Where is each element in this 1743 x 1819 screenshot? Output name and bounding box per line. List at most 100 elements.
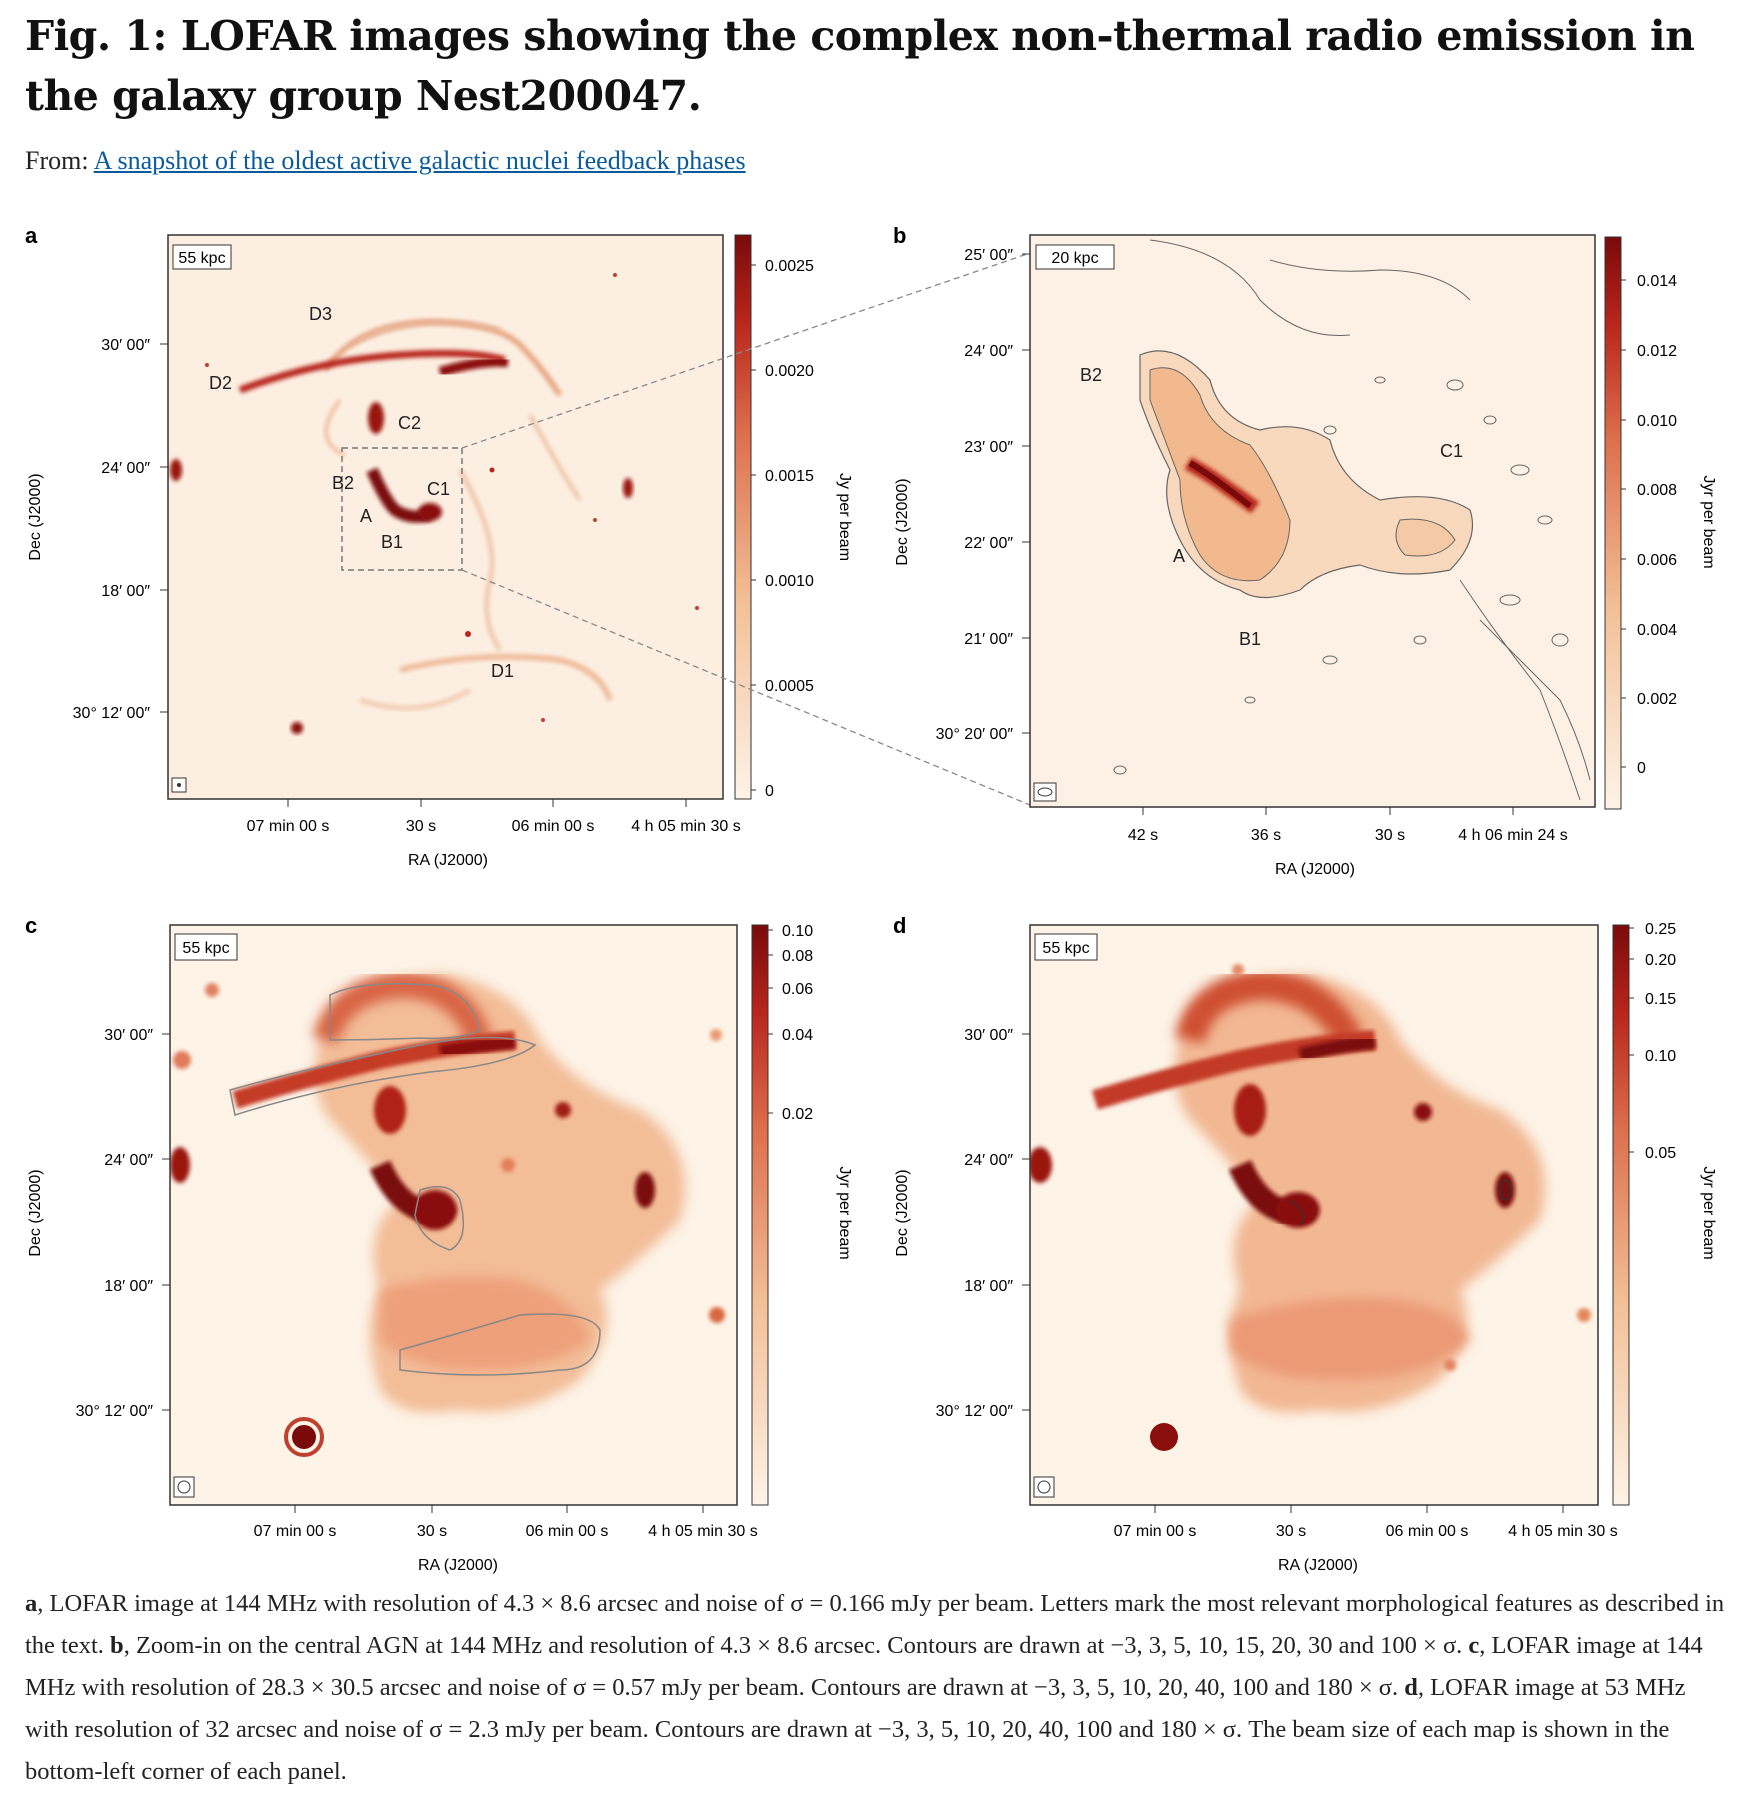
- panel-b-xtick: 4 h 06 min 24 s: [1458, 827, 1567, 844]
- panel-b-xtick: 36 s: [1251, 827, 1281, 844]
- panel-d-xtick: 06 min 00 s: [1386, 1523, 1469, 1540]
- panel-a-colorbar: [734, 234, 752, 800]
- panel-b-xtick: 30 s: [1375, 827, 1405, 844]
- from-label: From:: [25, 146, 89, 175]
- panel-b: b: [893, 223, 1717, 878]
- panel-c-xlabel: RA (J2000): [418, 1557, 498, 1574]
- caption-d-text: , LOFAR image at 53 MHz with resolution …: [25, 1674, 1686, 1785]
- panel-d-beam-icon: [1037, 1480, 1051, 1494]
- panel-b-feature: B1: [1239, 629, 1261, 649]
- caption-d-letter: d: [1404, 1674, 1418, 1701]
- panel-c-cbar-tick: 0.06: [782, 981, 813, 998]
- panel-d-scale-label: 55 kpc: [1042, 940, 1089, 957]
- panel-b-letter: b: [893, 223, 906, 248]
- panel-c-beam-icon: [177, 1480, 191, 1494]
- panel-d-xlabel: RA (J2000): [1278, 1557, 1358, 1574]
- panel-c-cbar-tick: 0.04: [782, 1027, 813, 1044]
- panel-b-cbar-tick: 0.012: [1637, 343, 1677, 360]
- panel-b-ytick: 23′ 00″: [964, 439, 1013, 456]
- panel-d-cbar-tick: 0.25: [1645, 921, 1676, 938]
- panel-d-xtick: 30 s: [1276, 1523, 1306, 1540]
- panel-a-ylabel: Dec (J2000): [27, 473, 44, 560]
- panel-b-cbar-tick: 0.002: [1637, 691, 1677, 708]
- panel-a: a: [25, 223, 853, 869]
- panel-a-cbar-tick: 0: [765, 783, 774, 800]
- panel-a-cbar-tick: 0.0005: [765, 678, 814, 695]
- panel-a-beam-icon: [177, 783, 181, 787]
- panel-d-xtick: 4 h 05 min 30 s: [1508, 1523, 1617, 1540]
- panel-a-xtick: 06 min 00 s: [512, 818, 595, 835]
- panel-a-xtick: 07 min 00 s: [247, 818, 330, 835]
- figure-caption: a, LOFAR image at 144 MHz with resolutio…: [25, 1583, 1725, 1793]
- panel-c-scale-label: 55 kpc: [182, 940, 229, 957]
- panel-d-xtick: 07 min 00 s: [1114, 1523, 1197, 1540]
- panel-d-colorbar-label: Jyr per beam: [1700, 1166, 1717, 1259]
- panel-a-xtick: 30 s: [406, 818, 436, 835]
- panel-c-xtick: 30 s: [417, 1523, 447, 1540]
- panel-a-feature: D3: [309, 304, 332, 324]
- panel-a-cbar-tick: 0.0010: [765, 573, 814, 590]
- panel-b-ytick: 25′ 00″: [964, 247, 1013, 264]
- panel-d-cbar-tick: 0.05: [1645, 1145, 1676, 1162]
- panel-b-colorbar-label: Jyr per beam: [1700, 475, 1717, 568]
- panel-b-cbar-tick: 0: [1637, 760, 1646, 777]
- panel-c-ytick: 30° 12′ 00″: [76, 1403, 154, 1420]
- panel-d-ytick: 18′ 00″: [964, 1278, 1013, 1295]
- panel-d-colorbar: [1612, 924, 1630, 1506]
- panel-d-ytick: 24′ 00″: [964, 1152, 1013, 1169]
- panel-a-cbar-tick: 0.0020: [765, 363, 814, 380]
- panel-b-feature: A: [1173, 546, 1185, 566]
- panel-a-xlabel: RA (J2000): [408, 852, 488, 869]
- panel-a-colorbar-label: Jy per beam: [836, 473, 853, 561]
- figure-title: Fig. 1: LOFAR images showing the complex…: [25, 12, 1695, 120]
- panel-c-cbar-tick: 0.10: [782, 923, 813, 940]
- panel-c-letter: c: [25, 913, 37, 938]
- panel-b-ylabel: Dec (J2000): [894, 478, 911, 565]
- panel-b-cbar-tick: 0.014: [1637, 273, 1677, 290]
- panel-d: d 55 kpc 30′ 00″: [893, 913, 1717, 1574]
- panel-b-ytick: 21′ 00″: [964, 631, 1013, 648]
- caption-b-letter: b: [110, 1632, 124, 1659]
- panel-a-ytick: 18′ 00″: [101, 583, 150, 600]
- panel-a-feature: D1: [491, 661, 514, 681]
- caption-b-text: , Zoom-in on the central AGN at 144 MHz …: [123, 1632, 1469, 1659]
- panel-a-ytick: 30′ 00″: [101, 337, 150, 354]
- panel-b-scale-label: 20 kpc: [1051, 250, 1098, 267]
- panel-c-xtick: 4 h 05 min 30 s: [648, 1523, 757, 1540]
- panel-a-cbar-tick: 0.0015: [765, 468, 814, 485]
- panel-a-ytick: 24′ 00″: [101, 460, 150, 477]
- panel-b-colorbar: [1604, 236, 1622, 810]
- panel-b-cbar-tick: 0.010: [1637, 413, 1677, 430]
- panel-c-cbar-tick: 0.02: [782, 1106, 813, 1123]
- article-link[interactable]: A snapshot of the oldest active galactic…: [93, 146, 746, 175]
- panel-c-cbar-tick: 0.08: [782, 948, 813, 965]
- panel-c-ytick: 18′ 00″: [104, 1278, 153, 1295]
- panel-a-image: [168, 235, 723, 799]
- panel-c-colorbar: [751, 924, 769, 1506]
- panel-a-xtick: 4 h 05 min 30 s: [631, 818, 740, 835]
- panel-b-image: [1030, 235, 1595, 807]
- panel-b-ytick: 24′ 00″: [964, 343, 1013, 360]
- source-line: From: A snapshot of the oldest active ga…: [25, 146, 746, 176]
- panel-a-feature: C1: [427, 479, 450, 499]
- panel-a-ytick: 30° 12′ 00″: [73, 705, 151, 722]
- panel-d-ytick: 30′ 00″: [964, 1027, 1013, 1044]
- panel-c-ylabel: Dec (J2000): [27, 1169, 44, 1256]
- panel-d-image: [1030, 925, 1598, 1505]
- panel-b-feature: B2: [1080, 365, 1102, 385]
- caption-a-letter: a: [25, 1590, 38, 1617]
- panel-a-scale-label: 55 kpc: [178, 250, 225, 267]
- panel-c-xtick: 06 min 00 s: [526, 1523, 609, 1540]
- caption-c-letter: c: [1468, 1632, 1480, 1659]
- panel-a-feature: B2: [332, 473, 354, 493]
- panel-d-cbar-tick: 0.10: [1645, 1048, 1676, 1065]
- panel-a-feature: C2: [398, 413, 421, 433]
- panel-d-cbar-tick: 0.20: [1645, 952, 1676, 969]
- panel-b-ytick: 30° 20′ 00″: [936, 726, 1014, 743]
- panel-a-feature: D2: [209, 373, 232, 393]
- panel-b-xlabel: RA (J2000): [1275, 861, 1355, 878]
- caption-a-text: , LOFAR image at 144 MHz with resolution…: [25, 1590, 1725, 1659]
- panel-b-feature: C1: [1440, 441, 1463, 461]
- panel-c: c: [25, 913, 853, 1574]
